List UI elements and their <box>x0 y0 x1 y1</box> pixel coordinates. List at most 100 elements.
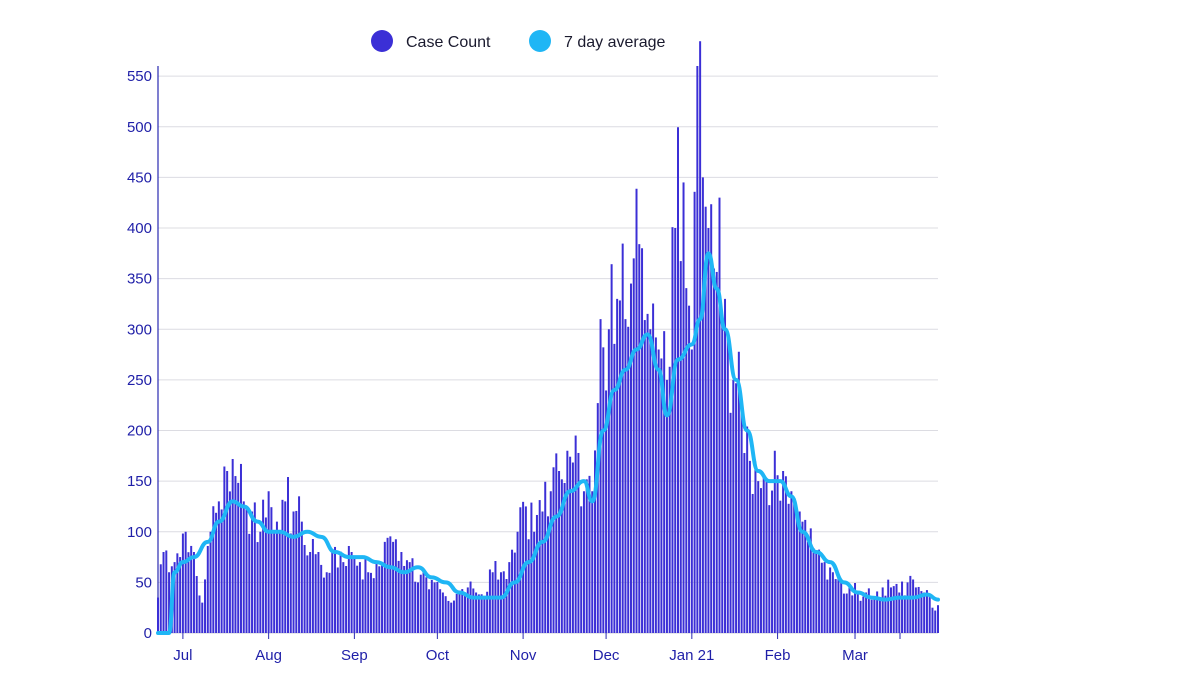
case-count-bar <box>726 332 729 633</box>
case-count-bar <box>834 579 837 633</box>
case-count-bar <box>558 471 561 633</box>
x-tick-label: Oct <box>426 647 450 664</box>
case-count-bar <box>707 228 710 633</box>
legend-label-7-day-average: 7 day average <box>564 34 666 51</box>
case-count-bar <box>248 533 251 633</box>
case-count-bar <box>320 564 323 633</box>
case-count-bar <box>544 481 547 633</box>
case-count-bar <box>737 351 740 633</box>
case-count-bar <box>533 531 536 633</box>
case-count-bar <box>784 476 787 633</box>
case-count-bar <box>724 298 727 633</box>
legend-label-case-count: Case Count <box>406 34 491 51</box>
case-count-bar <box>253 502 256 633</box>
legend-marker-7-day-average[interactable] <box>529 30 551 52</box>
case-count-bar <box>524 506 527 633</box>
case-count-bar <box>671 227 674 633</box>
case-count-bar <box>776 475 779 633</box>
case-count-bars <box>157 41 939 634</box>
case-count-bar <box>162 552 165 633</box>
x-tick-label: Jul <box>173 647 192 664</box>
case-count-bar <box>820 562 823 633</box>
case-count-bar <box>596 403 599 633</box>
case-count-bar <box>242 501 245 633</box>
case-count-bar <box>732 379 735 633</box>
case-count-bar <box>931 607 934 633</box>
case-count-bar <box>895 583 898 633</box>
case-count-bar <box>181 533 184 633</box>
case-count-bar <box>295 510 298 633</box>
case-count-bar <box>892 586 895 633</box>
case-count-bar <box>699 41 702 634</box>
case-count-bar <box>663 331 666 633</box>
case-count-bar <box>889 587 892 633</box>
case-count-bar <box>220 509 223 633</box>
case-count-bar <box>237 482 240 633</box>
case-count-bar <box>807 541 809 633</box>
case-count-bar <box>298 496 301 633</box>
case-count-bar <box>718 197 721 633</box>
case-count-bar <box>278 532 281 633</box>
y-tick-label: 200 <box>127 423 152 440</box>
case-count-bar <box>322 577 325 633</box>
case-count-bar <box>701 177 704 633</box>
case-count-bar <box>433 582 436 633</box>
case-count-bar <box>591 491 594 633</box>
y-tick-label: 250 <box>127 372 152 389</box>
case-count-bar <box>740 410 743 633</box>
case-count-bar <box>862 596 865 633</box>
case-count-bar <box>392 541 395 633</box>
case-count-bar <box>646 313 649 633</box>
case-count-bar <box>428 589 431 633</box>
x-tick-label: Dec <box>593 647 620 664</box>
y-tick-label: 0 <box>144 625 152 642</box>
case-count-bar <box>356 565 359 633</box>
case-count-bar <box>190 545 193 633</box>
case-count-bar <box>715 271 718 633</box>
case-count-bar <box>469 581 472 633</box>
case-count-bar <box>331 551 334 633</box>
case-count-bar <box>762 474 765 633</box>
case-count-bar <box>621 243 624 634</box>
case-count-bar <box>867 588 870 633</box>
x-tick-label: Sep <box>341 647 368 664</box>
case-count-bar <box>602 347 605 633</box>
case-count-bar <box>372 578 375 633</box>
case-count-bar <box>859 600 862 633</box>
case-count-bar <box>801 521 804 633</box>
case-count-bar <box>851 595 854 633</box>
case-count-bar <box>618 300 621 633</box>
case-count-bar <box>629 283 632 633</box>
case-count-bar <box>350 552 353 633</box>
case-count-bar <box>787 503 790 633</box>
case-count-bar <box>649 329 652 633</box>
legend-marker-case-count[interactable] <box>371 30 393 52</box>
case-count-bar <box>884 595 887 633</box>
case-count-bar <box>270 507 273 633</box>
case-count-bar <box>688 305 691 633</box>
case-count-bar <box>657 349 660 633</box>
case-count-bar <box>336 567 339 633</box>
case-count-bar <box>234 476 237 633</box>
case-count-bar <box>480 594 483 633</box>
case-count-bar <box>394 539 397 633</box>
case-count-bar <box>314 554 317 633</box>
case-count-bar <box>677 127 679 633</box>
case-count-bar <box>508 562 511 633</box>
case-count-bar <box>364 556 367 633</box>
case-count-bar <box>450 602 453 633</box>
case-count-bar <box>635 188 638 633</box>
case-count-bar <box>638 244 641 633</box>
case-count-bar <box>157 597 159 633</box>
case-count-bar <box>439 589 442 633</box>
case-count-bar <box>771 490 774 633</box>
case-count-bar <box>411 558 414 633</box>
y-tick-label: 300 <box>127 321 152 338</box>
x-tick-label: Feb <box>765 647 791 664</box>
case-count-bar <box>422 572 425 633</box>
case-count-bar <box>461 589 464 633</box>
case-count-bar <box>704 206 707 633</box>
case-count-bar <box>389 536 392 633</box>
case-count-bar <box>585 479 588 633</box>
case-count-bar <box>262 499 265 633</box>
